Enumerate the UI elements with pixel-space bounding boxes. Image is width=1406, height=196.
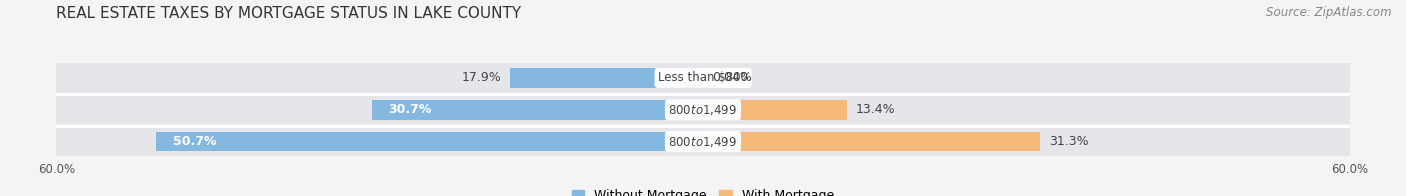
Text: $800 to $1,499: $800 to $1,499 [668,135,738,149]
Text: REAL ESTATE TAXES BY MORTGAGE STATUS IN LAKE COUNTY: REAL ESTATE TAXES BY MORTGAGE STATUS IN … [56,6,522,21]
Text: 0.04%: 0.04% [711,71,752,84]
Text: Source: ZipAtlas.com: Source: ZipAtlas.com [1267,6,1392,19]
Text: 50.7%: 50.7% [173,135,217,148]
Text: $800 to $1,499: $800 to $1,499 [668,103,738,117]
Bar [510,68,703,88]
Bar [56,95,1350,124]
Text: Less than $800: Less than $800 [658,71,748,84]
Bar [56,127,1350,156]
Text: 17.9%: 17.9% [461,71,502,84]
Legend: Without Mortgage, With Mortgage: Without Mortgage, With Mortgage [572,189,834,196]
Bar [373,100,703,120]
Bar [56,63,1350,93]
Bar [156,132,703,152]
Text: 13.4%: 13.4% [856,103,896,116]
Text: 31.3%: 31.3% [1049,135,1088,148]
Bar [703,132,1040,152]
Text: 30.7%: 30.7% [388,103,432,116]
Bar [703,100,848,120]
